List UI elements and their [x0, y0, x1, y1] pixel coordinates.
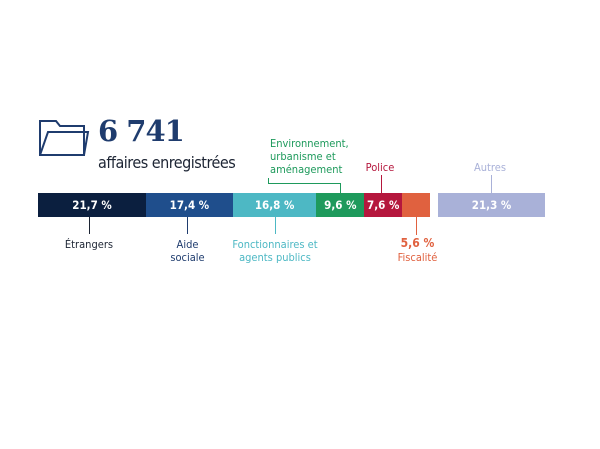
bar-segment: [402, 193, 430, 217]
category-label: Étrangers: [64, 238, 114, 251]
category-label: Environnement, urbanisme et aménagement: [270, 137, 349, 176]
folder-icon: [39, 120, 90, 156]
connector-line: [381, 175, 382, 193]
bar-segment: 16,8 %: [232, 193, 317, 217]
connector-line: [416, 217, 417, 235]
connector-line: [275, 217, 276, 234]
connector-line: [491, 175, 492, 193]
category-label: Fonctionnaires et agents publics: [232, 238, 318, 264]
total-count: 6 741: [98, 114, 185, 148]
connector-line: [268, 178, 269, 183]
connector-line: [187, 217, 188, 234]
bar-segment: 7,6 %: [364, 193, 403, 217]
bar-segment: 21,7 %: [38, 193, 147, 217]
connector-line: [340, 183, 341, 193]
bar-segment: 9,6 %: [316, 193, 365, 217]
connector-line: [89, 217, 90, 234]
bar-segment: 17,4 %: [146, 193, 233, 217]
category-label: Aide sociale: [170, 238, 205, 264]
category-label: Police: [365, 161, 395, 174]
category-label: Fiscalité: [397, 251, 438, 264]
bar-segment: 21,3 %: [438, 193, 545, 217]
subtitle: affaires enregistrées: [98, 153, 236, 172]
category-label: Autres: [474, 161, 506, 174]
connector-line: [268, 183, 341, 184]
category-label: 5,6 %: [400, 236, 435, 250]
